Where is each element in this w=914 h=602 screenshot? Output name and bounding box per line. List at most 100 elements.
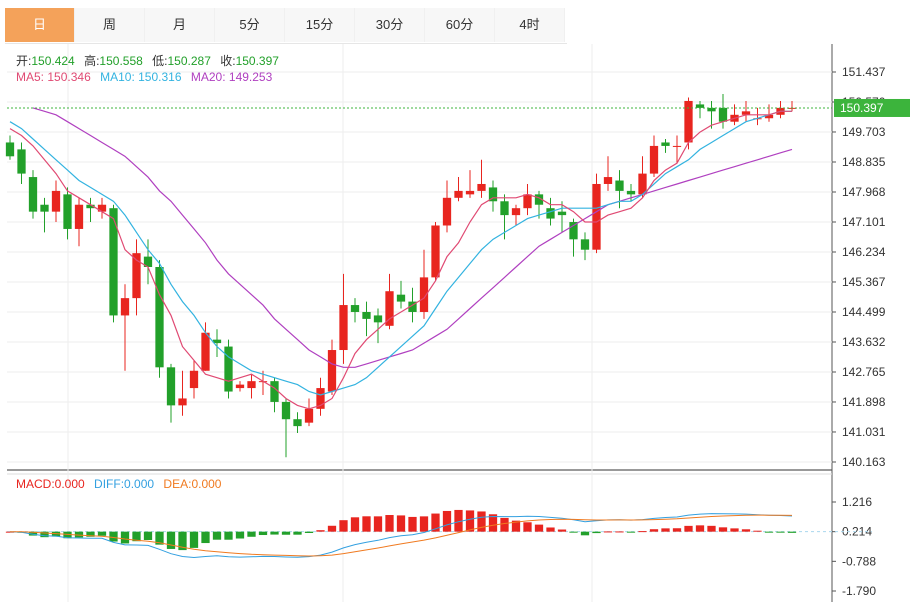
ma10-value: 150.316 <box>138 70 182 84</box>
candle-body <box>28 177 38 212</box>
macd-bar <box>293 531 302 535</box>
macd-bar <box>454 509 463 532</box>
candle-body <box>442 197 452 226</box>
candle-body <box>86 204 95 209</box>
dea-label: DEA: <box>163 477 192 491</box>
candle-body <box>684 100 693 143</box>
candle-body <box>178 398 187 406</box>
macd-tick-label: 0.214 <box>842 525 872 539</box>
candle-body <box>373 315 383 323</box>
price-tick-label: 151.437 <box>842 65 886 79</box>
macd-bar <box>707 525 716 532</box>
macd-bar <box>488 514 498 532</box>
macd-bar <box>615 531 624 533</box>
macd-tick-label: -1.790 <box>842 584 876 598</box>
macd-bar <box>695 525 705 532</box>
ma20-label: MA20: <box>190 70 226 84</box>
macd-bar <box>339 520 348 532</box>
macd-bar <box>281 531 291 535</box>
candle-body <box>431 225 440 278</box>
candle-body <box>695 104 705 108</box>
tab-week[interactable]: 周 <box>75 8 145 42</box>
candle-body <box>649 145 659 174</box>
tab-15min[interactable]: 15分 <box>285 8 355 42</box>
price-tick-label: 145.367 <box>842 275 886 289</box>
candle-body <box>235 384 245 389</box>
price-tick-label: 142.765 <box>842 365 886 379</box>
candle-body <box>120 298 130 316</box>
candle-body <box>270 381 279 402</box>
macd-bar <box>787 531 797 533</box>
candle-body <box>166 367 176 406</box>
tab-4hour[interactable]: 4时 <box>495 8 565 42</box>
macd-bar <box>63 531 72 539</box>
price-tick-label: 147.968 <box>842 185 886 199</box>
ma20-value: 149.253 <box>228 70 273 84</box>
price-tick-label: 141.031 <box>842 425 886 439</box>
candle-body <box>580 239 590 250</box>
candle-body <box>40 204 49 212</box>
candle-body <box>546 208 555 219</box>
diff-line <box>9 513 793 559</box>
tab-day[interactable]: 日 <box>5 8 75 42</box>
candle-body <box>17 149 26 174</box>
price-tick-label: 141.898 <box>842 395 886 409</box>
candle-body <box>396 294 406 302</box>
candle-body <box>511 208 521 216</box>
candle-body <box>155 267 164 368</box>
dea-value: 0.000 <box>191 477 222 491</box>
tab-month[interactable]: 月 <box>145 8 215 42</box>
ma5-label: MA5: <box>16 70 45 84</box>
macd-bar <box>741 529 751 532</box>
candle-body <box>385 291 394 326</box>
candle-body <box>454 190 463 198</box>
macd-bar <box>557 529 567 532</box>
candle-body <box>672 145 682 147</box>
ma10-label: MA10: <box>100 70 135 84</box>
candle-body <box>477 183 486 191</box>
last-price-tag-text: 150.397 <box>840 101 884 115</box>
tab-60min[interactable]: 60分 <box>425 8 495 42</box>
ma10-line <box>9 110 792 396</box>
macd-bar <box>592 531 601 534</box>
candle-body <box>419 277 429 312</box>
macd-bar <box>304 531 314 533</box>
macd-bar <box>247 531 256 537</box>
macd-bar <box>649 529 659 532</box>
candle-body <box>5 142 15 157</box>
macd-bar <box>178 531 187 551</box>
macd-bar <box>626 531 636 533</box>
tab-5min[interactable]: 5分 <box>215 8 285 42</box>
macd-bar <box>51 531 61 537</box>
macd-bar <box>776 531 785 533</box>
candle-body <box>741 111 751 115</box>
ma5-line <box>9 110 792 410</box>
macd-label: MACD: <box>16 477 55 491</box>
ma-readout: MA5: 150.346 MA10: 150.316 MA20: 149.253 <box>16 70 278 84</box>
dea-line <box>9 514 793 557</box>
ma20-line <box>32 107 793 368</box>
candle-body <box>603 177 613 184</box>
candle-body <box>615 180 624 191</box>
macd-bar <box>74 531 84 538</box>
candle-body <box>316 388 325 409</box>
diff-value: 0.000 <box>124 477 155 491</box>
price-tick-label: 147.101 <box>842 215 886 229</box>
price-tick-label: 143.632 <box>842 335 886 349</box>
macd-tick-label: 1.216 <box>842 495 872 509</box>
ohlc-readout: 开:150.424 高:150.558 低:150.287 收:150.397 <box>16 52 285 69</box>
macd-bar <box>373 516 383 532</box>
close-value: 150.397 <box>235 54 279 68</box>
macd-bar <box>523 522 532 532</box>
candle-body <box>109 208 118 316</box>
candle-body <box>339 305 348 351</box>
macd-bar <box>419 516 429 532</box>
candle-body <box>718 107 728 122</box>
candle-body <box>638 173 647 195</box>
candle-body <box>592 183 601 250</box>
tab-30min[interactable]: 30分 <box>355 8 425 42</box>
macd-bar <box>189 531 199 548</box>
macd-bar <box>661 528 670 532</box>
candle-body <box>626 190 636 195</box>
